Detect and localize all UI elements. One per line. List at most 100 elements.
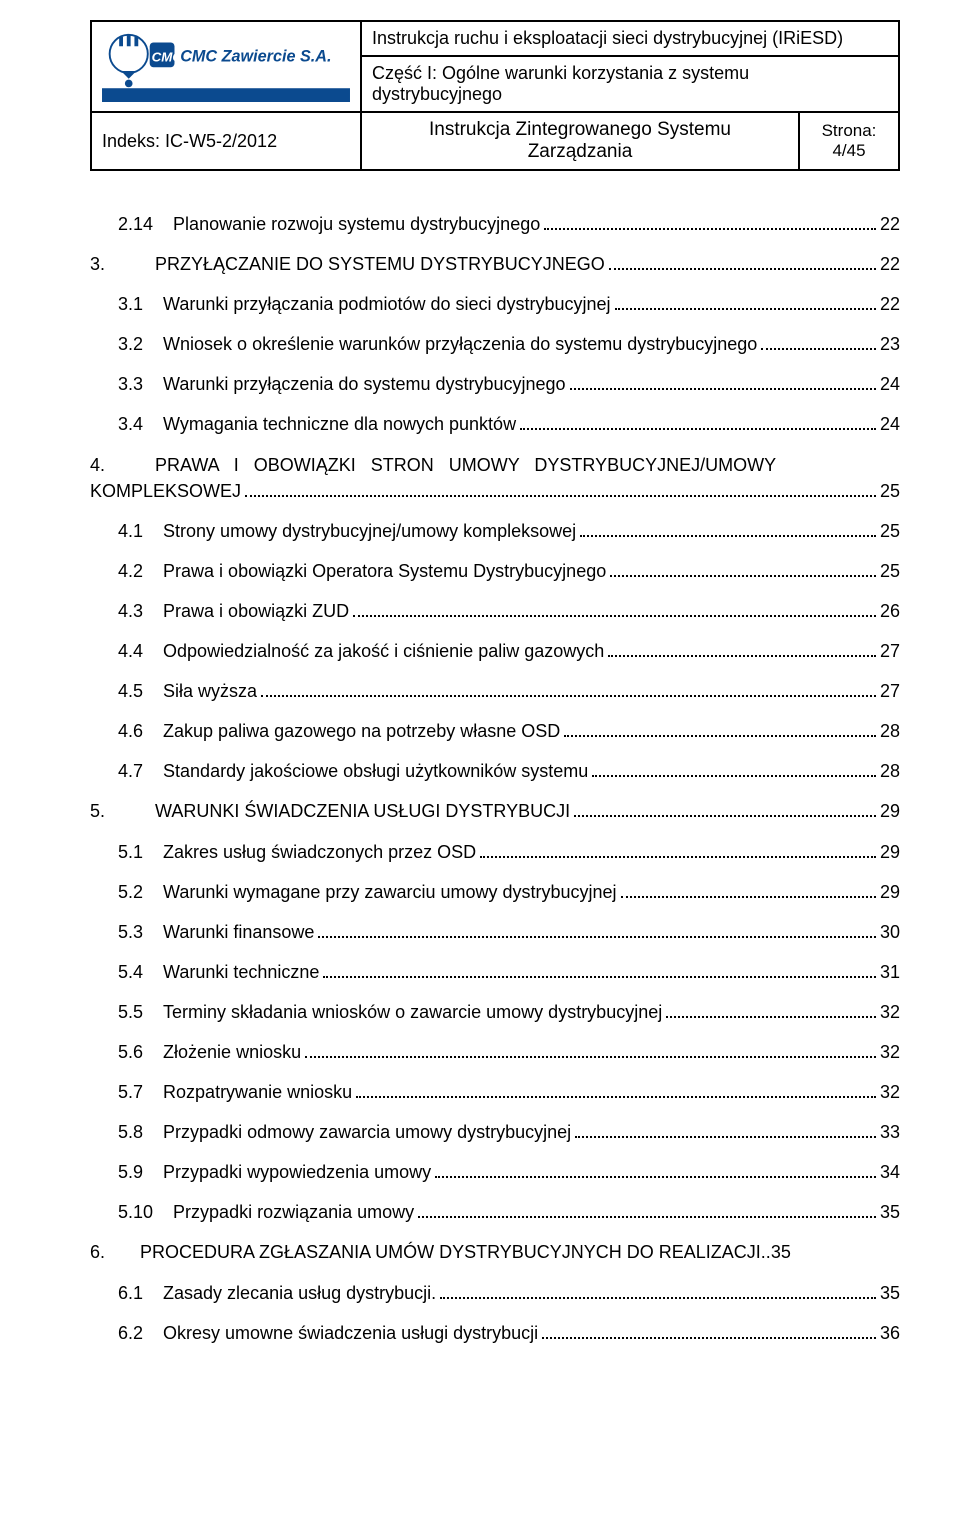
toc-number: 5.: [90, 798, 155, 824]
toc-title: Siła wyższa: [163, 678, 257, 704]
toc-title: Terminy składania wniosków o zawarcie um…: [163, 999, 662, 1025]
toc-page-number: 22: [880, 251, 900, 277]
toc-number: 5.5: [118, 999, 163, 1025]
toc-title: Wniosek o określenie warunków przyłączen…: [163, 331, 757, 357]
toc-number: 5.2: [118, 879, 163, 905]
toc-entry: 5.4 Warunki techniczne 31: [90, 959, 900, 985]
toc-leader: [666, 1015, 876, 1018]
toc-title: KOMPLEKSOWEJ: [90, 478, 241, 504]
toc-leader: [435, 1175, 876, 1178]
toc-title: Warunki wymagane przy zawarciu umowy dys…: [163, 879, 617, 905]
toc-entry: 3.4 Wymagania techniczne dla nowych punk…: [90, 411, 900, 437]
toc-number: 5.7: [118, 1079, 163, 1105]
toc-leader: [353, 614, 876, 617]
toc-leader: [323, 975, 876, 978]
toc-entry: 5.10 Przypadki rozwiązania umowy 35: [90, 1199, 900, 1225]
toc-title: Odpowiedzialność za jakość i ciśnienie p…: [163, 638, 604, 664]
toc-title: PRZYŁĄCZANIE DO SYSTEMU DYSTRYBUCYJNEGO: [155, 251, 605, 277]
toc-number: 4.3: [118, 598, 163, 624]
toc-page-number: 35: [880, 1199, 900, 1225]
index-text: Indeks: IC-W5-2/2012: [102, 131, 277, 152]
header-system: Instrukcja Zintegrowanego Systemu Zarząd…: [361, 112, 799, 170]
toc-leader: [261, 694, 876, 697]
table-of-contents: 2.14 Planowanie rozwoju systemu dystrybu…: [90, 211, 900, 1346]
toc-leader: [520, 427, 876, 430]
system-line2: Zarządzania: [528, 141, 633, 162]
toc-title: WARUNKI ŚWIADCZENIA USŁUGI DYSTRYBUCJI: [155, 798, 570, 824]
toc-title: PROCEDURA ZGŁASZANIA UMÓW DYSTRYBUCYJNYC…: [140, 1239, 761, 1265]
toc-entry: 3.3 Warunki przyłączenia do systemu dyst…: [90, 371, 900, 397]
toc-leader: [610, 574, 876, 577]
toc-page-number: 25: [880, 518, 900, 544]
toc-entry: 5.9 Przypadki wypowiedzenia umowy 34: [90, 1159, 900, 1185]
toc-leader: [418, 1215, 876, 1218]
cmc-logo: CMC CMC Zawiercie S.A.: [102, 31, 350, 103]
toc-line: KOMPLEKSOWEJ 25: [90, 478, 900, 504]
toc-number: 3.1: [118, 291, 163, 317]
toc-page-number: 33: [880, 1119, 900, 1145]
toc-entry: 6. PROCEDURA ZGŁASZANIA UMÓW DYSTRYBUCYJ…: [90, 1239, 900, 1265]
toc-title: Zasady zlecania usług dystrybucji.: [163, 1280, 436, 1306]
system-line1: Instrukcja Zintegrowanego Systemu: [429, 119, 731, 140]
toc-title: Warunki finansowe: [163, 919, 314, 945]
toc-title: Strony umowy dystrybucyjnej/umowy komple…: [163, 518, 576, 544]
toc-page-number: 28: [880, 718, 900, 744]
toc-title: Prawa i obowiązki ZUD: [163, 598, 349, 624]
toc-number: 3.: [90, 251, 155, 277]
toc-leader: [542, 1336, 876, 1339]
toc-entry: 4.6 Zakup paliwa gazowego na potrzeby wł…: [90, 718, 900, 744]
toc-entry: 4.2 Prawa i obowiązki Operatora Systemu …: [90, 558, 900, 584]
toc-title: Standardy jakościowe obsługi użytkownikó…: [163, 758, 588, 784]
toc-separator: ..: [761, 1239, 771, 1265]
toc-title: Rozpatrywanie wniosku: [163, 1079, 352, 1105]
toc-title: Okresy umowne świadczenia usługi dystryb…: [163, 1320, 538, 1346]
toc-page-number: 24: [880, 371, 900, 397]
header-index: Indeks: IC-W5-2/2012: [91, 112, 361, 170]
toc-page-number: 36: [880, 1320, 900, 1346]
toc-page-number: 32: [880, 999, 900, 1025]
toc-leader: [575, 1135, 876, 1138]
toc-leader: [318, 935, 876, 938]
toc-leader: [440, 1296, 876, 1299]
svg-text:CMC: CMC: [152, 49, 183, 64]
toc-entry: 3.1 Warunki przyłączania podmiotów do si…: [90, 291, 900, 317]
part-line1: Część I: Ogólne warunki korzystania z sy…: [372, 63, 749, 83]
header-part: Część I: Ogólne warunki korzystania z sy…: [361, 56, 899, 112]
toc-entry: 5.6 Złożenie wniosku 32: [90, 1039, 900, 1065]
toc-entry: 3. PRZYŁĄCZANIE DO SYSTEMU DYSTRYBUCYJNE…: [90, 251, 900, 277]
toc-leader: [592, 774, 876, 777]
toc-page-number: 31: [880, 959, 900, 985]
toc-page-number: 26: [880, 598, 900, 624]
toc-number: 3.4: [118, 411, 163, 437]
toc-page-number: 35: [880, 1280, 900, 1306]
toc-number: 4.7: [118, 758, 163, 784]
toc-page-number: 27: [880, 638, 900, 664]
toc-number: 4.4: [118, 638, 163, 664]
toc-number: 3.2: [118, 331, 163, 357]
logo-text: CMC Zawiercie S.A.: [180, 47, 331, 65]
toc-title: Zakres usług świadczonych przez OSD: [163, 839, 476, 865]
toc-leader: [564, 734, 876, 737]
toc-leader: [480, 855, 876, 858]
toc-number: 5.6: [118, 1039, 163, 1065]
toc-page-number: 32: [880, 1079, 900, 1105]
toc-entry: 2.14 Planowanie rozwoju systemu dystrybu…: [90, 211, 900, 237]
toc-entry: 5.1 Zakres usług świadczonych przez OSD …: [90, 839, 900, 865]
toc-page-number: 23: [880, 331, 900, 357]
toc-entry: 5.3 Warunki finansowe 30: [90, 919, 900, 945]
toc-entry: 6.2 Okresy umowne świadczenia usługi dys…: [90, 1320, 900, 1346]
toc-entry: 5.7 Rozpatrywanie wniosku 32: [90, 1079, 900, 1105]
toc-title: Złożenie wniosku: [163, 1039, 301, 1065]
toc-leader: [305, 1055, 876, 1058]
document-page: CMC CMC Zawiercie S.A. Instrukcja ruchu …: [0, 0, 960, 1390]
toc-entry: 6.1 Zasady zlecania usług dystrybucji. 3…: [90, 1280, 900, 1306]
toc-leader: [621, 895, 876, 898]
toc-number: 6.: [90, 1239, 140, 1265]
toc-page-number: 35: [771, 1239, 791, 1265]
toc-page-number: 24: [880, 411, 900, 437]
toc-page-number: 34: [880, 1159, 900, 1185]
toc-title: Prawa i obowiązki Operatora Systemu Dyst…: [163, 558, 606, 584]
toc-leader: [544, 227, 876, 230]
toc-number: 4.6: [118, 718, 163, 744]
toc-number: 5.3: [118, 919, 163, 945]
